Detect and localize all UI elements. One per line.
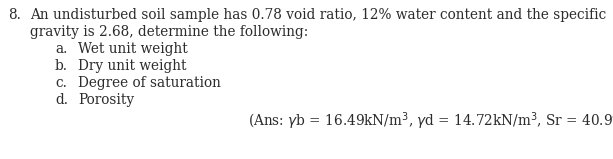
Text: Degree of saturation: Degree of saturation	[78, 76, 221, 90]
Text: a.: a.	[55, 42, 67, 56]
Text: c.: c.	[55, 76, 67, 90]
Text: b.: b.	[55, 59, 68, 73]
Text: gravity is 2.68, determine the following:: gravity is 2.68, determine the following…	[30, 25, 308, 39]
Text: Dry unit weight: Dry unit weight	[78, 59, 186, 73]
Text: An undisturbed soil sample has 0.78 void ratio, 12% water content and the specif: An undisturbed soil sample has 0.78 void…	[30, 8, 606, 22]
Text: d.: d.	[55, 93, 68, 107]
Text: Wet unit weight: Wet unit weight	[78, 42, 188, 56]
Text: 8.: 8.	[8, 8, 21, 22]
Text: Porosity: Porosity	[78, 93, 134, 107]
Text: (Ans: $\gamma$b = 16.49kN/m$^3$, $\gamma$d = 14.72kN/m$^3$, Sr = 40.9%, n = 44%): (Ans: $\gamma$b = 16.49kN/m$^3$, $\gamma…	[248, 110, 613, 132]
